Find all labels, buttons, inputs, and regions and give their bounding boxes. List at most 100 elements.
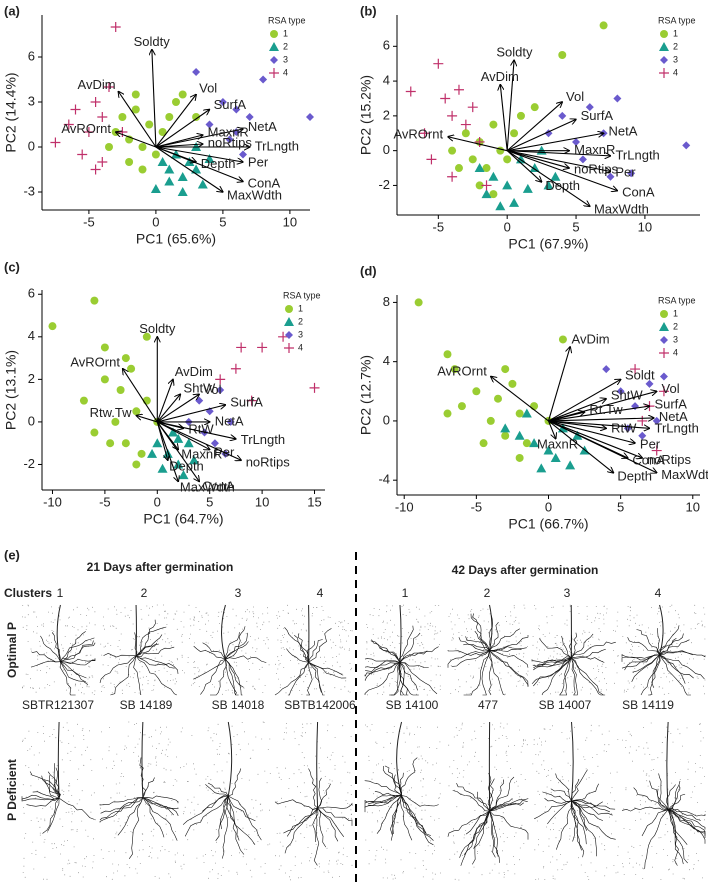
point: [500, 423, 511, 433]
cluster-number: 2: [141, 586, 148, 600]
root: [489, 811, 496, 858]
arrow-label: SurfA: [654, 397, 687, 412]
root: [463, 643, 490, 652]
root: [284, 807, 318, 854]
root: [465, 636, 490, 651]
loading-arrow: [118, 92, 157, 148]
point: [83, 127, 94, 137]
point: [216, 386, 225, 394]
root: [225, 659, 237, 696]
legend-label: 4: [298, 342, 303, 352]
point: [172, 98, 180, 106]
root: [317, 802, 353, 809]
point: [503, 155, 512, 164]
point: [150, 184, 161, 193]
root: [200, 659, 226, 695]
y-tick-label: 6: [28, 48, 35, 63]
root: [659, 637, 677, 655]
arrow-label: Rtw.Tw: [90, 405, 133, 420]
root: [364, 662, 401, 672]
arrow-label: Vol: [662, 381, 680, 396]
panel-label: (c): [4, 259, 20, 274]
root: [26, 797, 60, 807]
arrow-label: noRtips: [246, 455, 291, 470]
root: [286, 807, 318, 837]
y-axis-label: PC2 (14.4%): [3, 72, 19, 152]
root: [400, 662, 429, 668]
root: [476, 791, 490, 812]
y-tick-label: 2: [28, 371, 35, 386]
root: [570, 632, 578, 658]
point: [637, 415, 648, 426]
root: [40, 635, 61, 662]
root: [225, 655, 267, 663]
point: [514, 430, 525, 440]
point: [236, 342, 247, 353]
root: [142, 795, 179, 804]
point: [495, 201, 506, 211]
point: [188, 455, 199, 465]
root: [489, 622, 499, 651]
panel-label: (d): [360, 263, 377, 278]
point: [164, 176, 175, 186]
y-tick-label: -2: [23, 456, 35, 471]
point: [443, 409, 452, 418]
genotype-label: SBTB142006: [284, 698, 356, 712]
x-tick-label: 0: [504, 219, 511, 234]
root: [287, 662, 309, 696]
x-axis-label: PC1 (64.7%): [143, 511, 223, 527]
root: [621, 806, 669, 812]
point: [226, 417, 235, 426]
root: [185, 795, 229, 837]
root: [225, 659, 244, 688]
root: [58, 797, 95, 820]
root: [571, 800, 604, 821]
root: [228, 795, 256, 845]
stem: [399, 604, 402, 663]
point: [457, 402, 466, 411]
point: [142, 332, 151, 341]
root: [667, 785, 681, 811]
root: [556, 800, 573, 850]
root: [488, 615, 493, 651]
root: [308, 661, 325, 696]
legend-label: 4: [673, 347, 678, 357]
root: [286, 648, 309, 663]
loading-arrow: [548, 420, 650, 428]
root: [399, 650, 429, 663]
y-tick-label: 6: [383, 38, 390, 53]
root: [364, 662, 401, 681]
root: [308, 639, 323, 663]
x-axis-label: PC1 (67.9%): [508, 236, 588, 252]
root: [398, 772, 404, 796]
root: [99, 797, 143, 821]
cluster-number: 4: [655, 586, 662, 600]
legend-label: 1: [673, 28, 678, 38]
root: [364, 795, 402, 803]
root: [659, 654, 705, 680]
root: [215, 795, 229, 841]
loading-arrow: [155, 110, 210, 148]
point: [522, 439, 531, 448]
root: [379, 647, 401, 663]
loading-arrow: [155, 146, 243, 182]
genotype-label: 477: [478, 698, 498, 712]
root: [399, 662, 438, 695]
legend-marker: [284, 317, 294, 326]
root: [571, 800, 610, 813]
point: [489, 120, 498, 129]
root: [399, 662, 418, 691]
root: [667, 780, 681, 810]
point: [433, 58, 444, 69]
point: [565, 460, 576, 470]
point: [645, 379, 654, 388]
arrow-label: AvDim: [175, 364, 213, 379]
root: [226, 795, 245, 855]
root: [570, 641, 616, 658]
arrow-label: MaxnR: [208, 125, 249, 140]
point: [225, 135, 234, 144]
point: [197, 179, 208, 189]
legend-marker: [659, 322, 669, 331]
loading-arrow: [156, 394, 180, 423]
root: [142, 797, 179, 816]
